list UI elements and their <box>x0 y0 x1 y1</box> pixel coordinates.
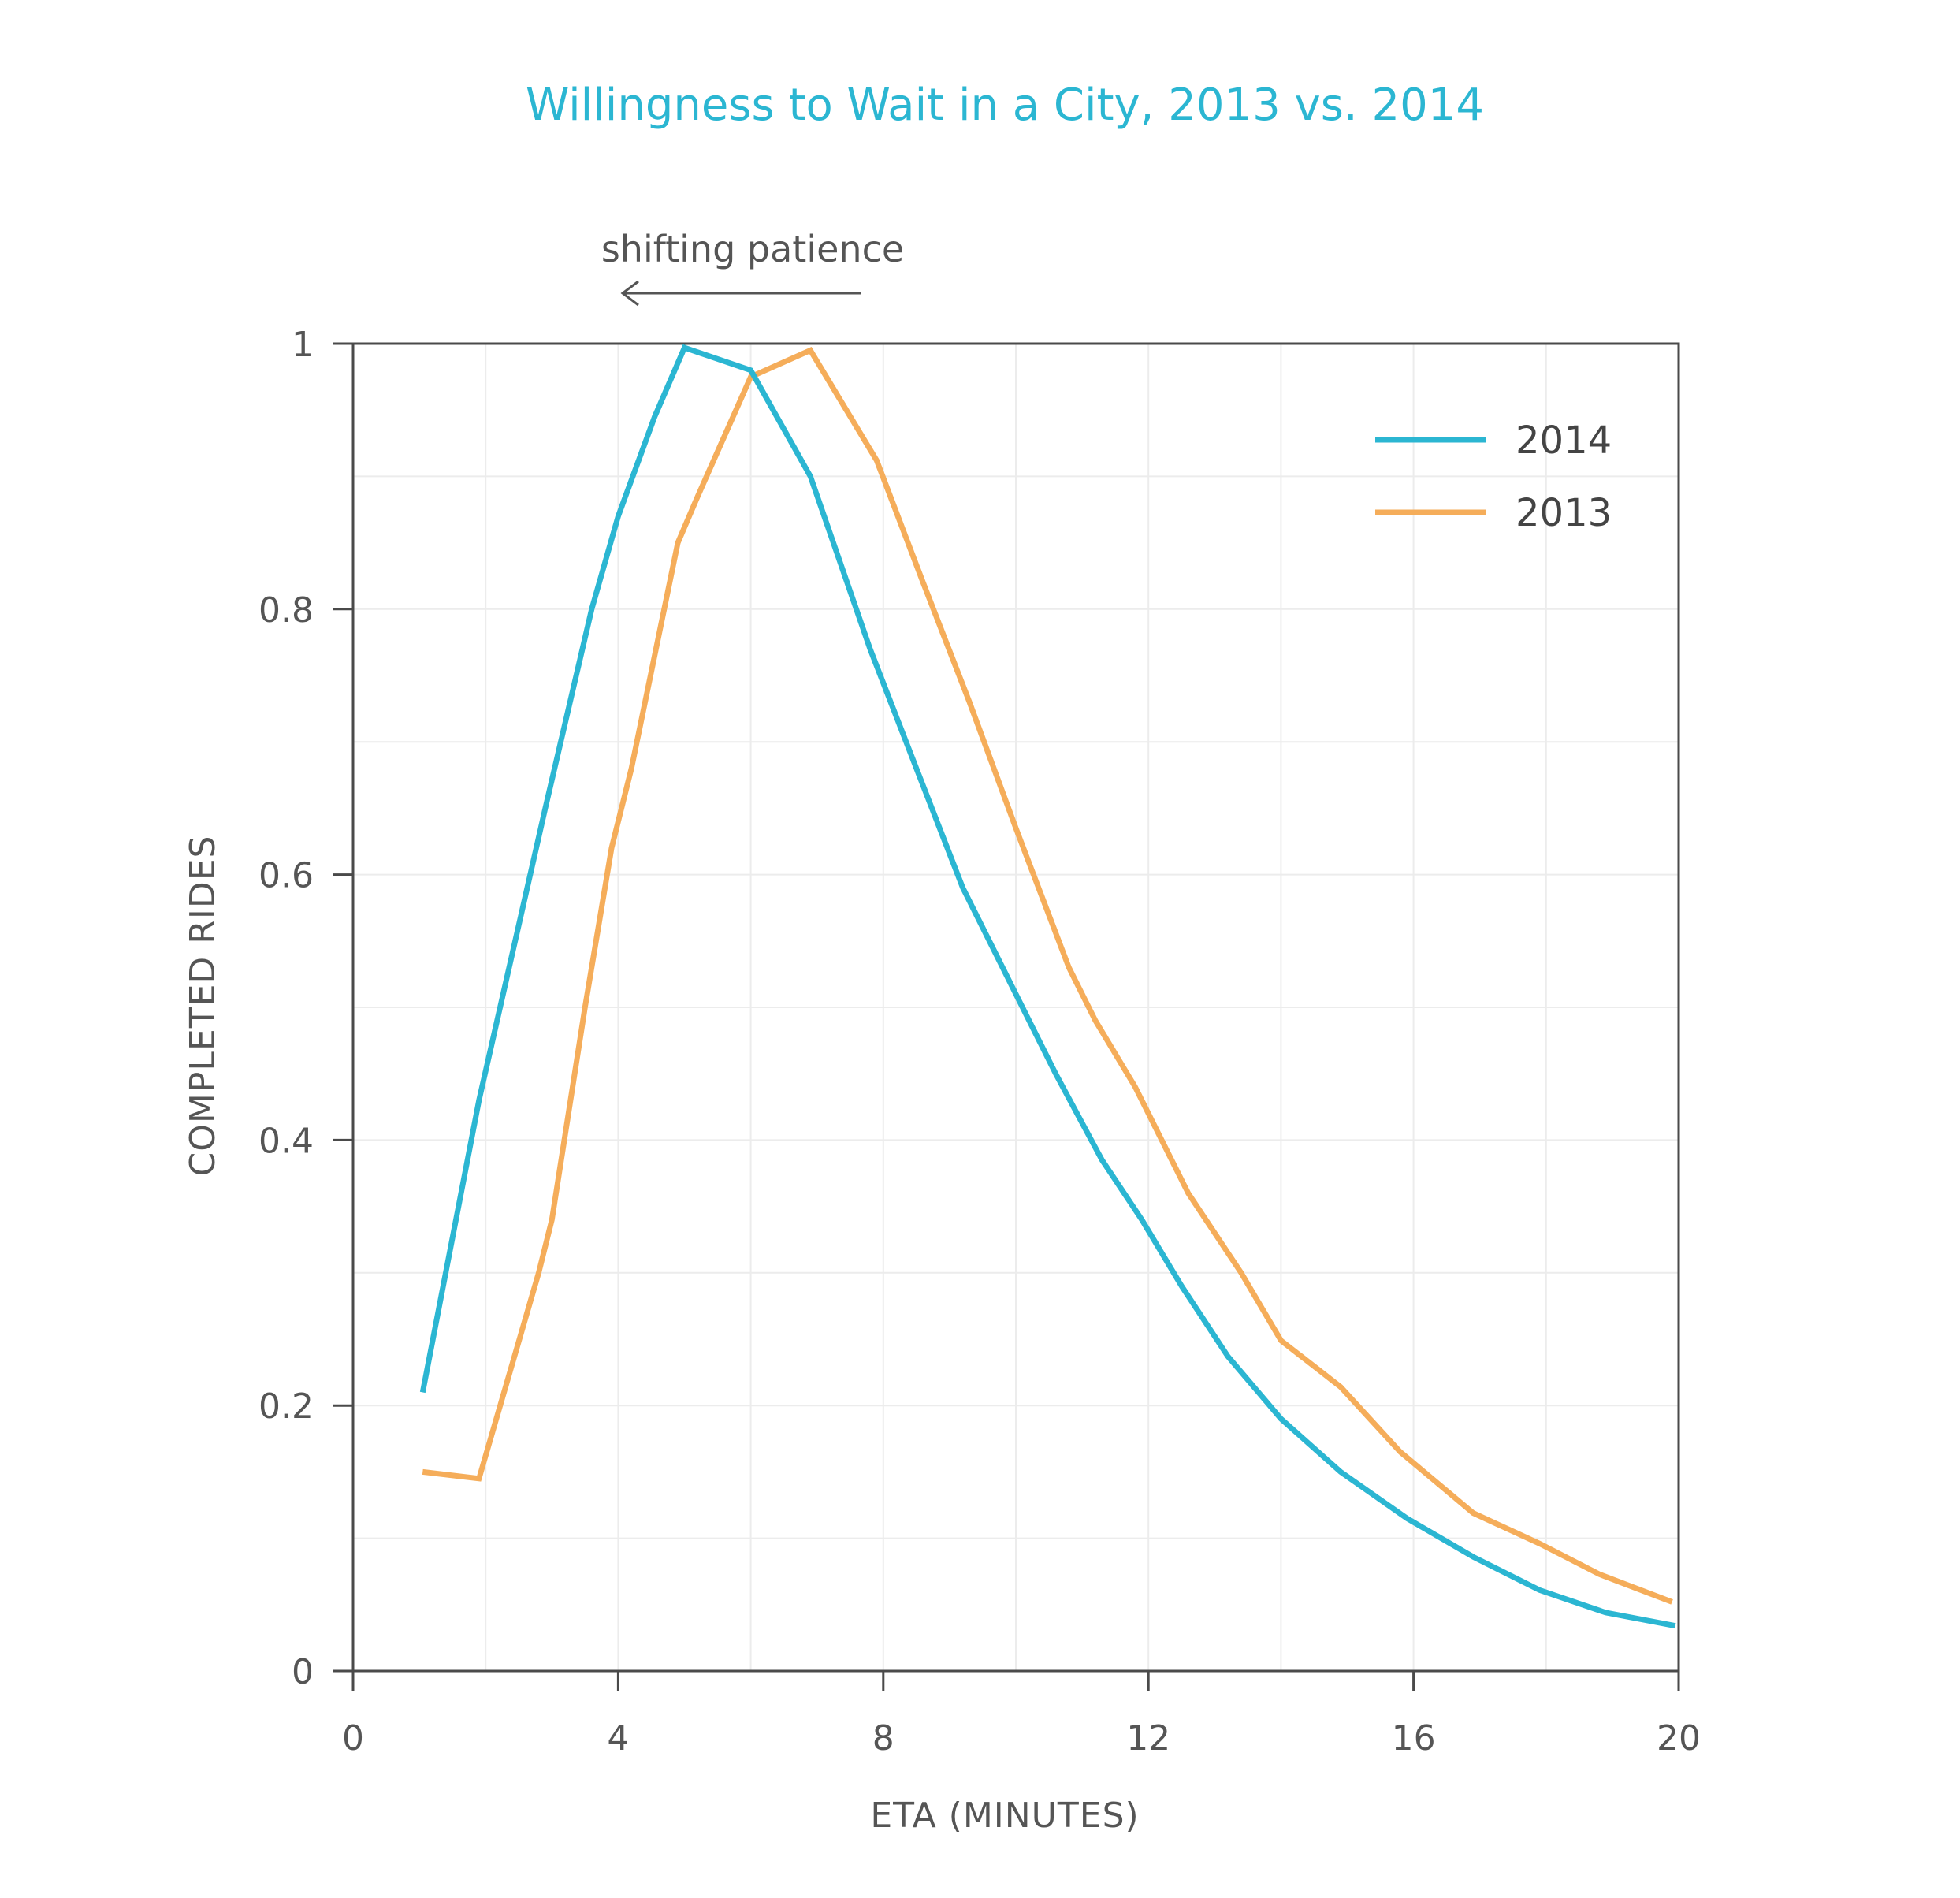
data-series <box>419 344 1676 1629</box>
x-tick-label: 16 <box>1392 1718 1436 1758</box>
legend: 2014 2013 <box>1375 419 1612 535</box>
x-tick-label: 20 <box>1657 1718 1701 1758</box>
y-tick-label: 1 <box>292 325 314 365</box>
annotation: shifting patience <box>601 228 904 307</box>
x-tick-label: 0 <box>342 1718 364 1758</box>
x-tick-label: 4 <box>607 1718 629 1758</box>
legend-label-2014: 2014 <box>1516 419 1612 463</box>
y-tick-label: 0.4 <box>258 1121 314 1161</box>
x-tick-label: 12 <box>1126 1718 1170 1758</box>
y-tick-label: 0.8 <box>258 590 314 631</box>
plot-frame <box>351 342 1680 1673</box>
left-arrow-icon <box>620 280 639 307</box>
y-tick-label: 0.6 <box>258 856 314 896</box>
series-line-2014 <box>419 344 1676 1629</box>
y-tick-label: 0 <box>292 1652 314 1692</box>
legend-label-2013: 2013 <box>1516 491 1612 535</box>
x-axis-title: ETA (MINUTES) <box>870 1796 1139 1836</box>
x-tick-label: 8 <box>872 1718 894 1758</box>
y-axis-title: COMPLETED RIDES <box>183 835 223 1177</box>
chart-title: Willingness to Wait in a City, 2013 vs. … <box>526 80 1484 131</box>
annotation-text: shifting patience <box>601 228 904 270</box>
series-line-2013 <box>422 346 1673 1605</box>
grid-lines <box>353 344 1679 1671</box>
axes: 0 4 8 12 16 20 0 0.2 0.4 0.6 0.8 1 <box>258 325 1701 1758</box>
y-tick-label: 0.2 <box>258 1386 314 1427</box>
